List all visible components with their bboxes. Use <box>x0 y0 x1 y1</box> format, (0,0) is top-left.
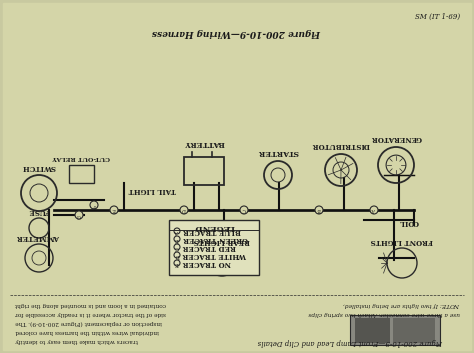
Text: Figure 200-10-9—Front Lamp Lead and Clip Details: Figure 200-10-9—Front Lamp Lead and Clip… <box>257 338 443 346</box>
Text: SM (IT 1-69): SM (IT 1-69) <box>415 13 460 21</box>
Text: E: E <box>112 208 116 213</box>
Text: AMMETER: AMMETER <box>18 233 61 241</box>
Bar <box>350 315 440 345</box>
Text: contained in a loom and is mounted along the right: contained in a loom and is mounted along… <box>15 302 166 307</box>
Text: BATTERY: BATTERY <box>184 139 224 147</box>
Text: G: G <box>77 213 81 217</box>
Text: D: D <box>175 252 179 257</box>
Text: COIL: COIL <box>399 218 419 226</box>
Text: tracers which make them easy to identify: tracers which make them easy to identify <box>15 338 138 343</box>
Circle shape <box>75 211 83 219</box>
Text: B: B <box>175 237 179 241</box>
Text: STARTER: STARTER <box>257 148 299 156</box>
Text: C: C <box>175 245 179 250</box>
Circle shape <box>90 201 98 209</box>
Circle shape <box>370 206 378 214</box>
Text: Figure 200-10-9—Wiring Harness: Figure 200-10-9—Wiring Harness <box>153 28 321 37</box>
Circle shape <box>110 206 118 214</box>
Text: FRONT LIGHTS: FRONT LIGHTS <box>371 237 433 245</box>
Text: GENERATOR: GENERATOR <box>371 134 421 142</box>
Text: C: C <box>242 208 246 213</box>
Text: NOTE: If two lights are being installed,: NOTE: If two lights are being installed, <box>343 302 460 307</box>
Circle shape <box>240 206 248 214</box>
Text: side of the tractor where it is readily accessible for: side of the tractor where it is readily … <box>15 311 166 316</box>
Text: E: E <box>175 261 179 265</box>
Text: DISTRIBUTOR: DISTRIBUTOR <box>312 141 370 149</box>
Text: BLUE TRACER: BLUE TRACER <box>183 227 241 235</box>
Circle shape <box>315 206 323 214</box>
Bar <box>69 165 94 183</box>
Circle shape <box>180 206 188 214</box>
Text: LEGEND: LEGEND <box>194 223 234 231</box>
Text: individual wires within the harness have colored: individual wires within the harness have… <box>15 329 159 334</box>
Text: B: B <box>317 208 321 213</box>
Text: RED TRACER: RED TRACER <box>183 243 236 251</box>
Text: WHITE TRACER: WHITE TRACER <box>183 251 247 259</box>
Text: NO TRACER: NO TRACER <box>183 259 231 267</box>
Text: TAIL LIGHT: TAIL LIGHT <box>129 186 176 194</box>
Bar <box>184 157 224 185</box>
Text: CUT-OUT RELAY: CUT-OUT RELAY <box>53 155 110 160</box>
Text: A: A <box>372 208 376 213</box>
Text: use a three-wire connector. Attach two spring clips: use a three-wire connector. Attach two s… <box>309 311 460 316</box>
Bar <box>355 318 390 343</box>
Text: D: D <box>182 208 186 213</box>
Text: GREEN TRACER: GREEN TRACER <box>183 235 248 243</box>
Text: A: A <box>175 228 179 233</box>
Text: F: F <box>92 203 96 208</box>
Bar <box>393 318 435 343</box>
Text: inspection or replacement (Figure 200-10-9). The: inspection or replacement (Figure 200-10… <box>15 320 162 325</box>
Text: REAR LIGHTS: REAR LIGHTS <box>194 237 250 245</box>
Text: FUSE: FUSE <box>28 207 50 215</box>
Bar <box>169 220 259 275</box>
Text: SWITCH: SWITCH <box>22 163 56 171</box>
